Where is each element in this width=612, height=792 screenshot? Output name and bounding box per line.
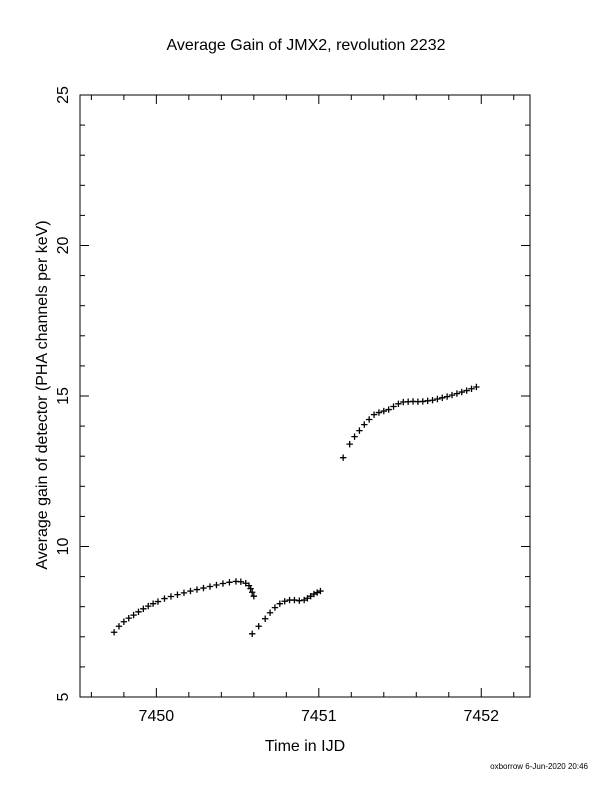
- data-point: [219, 580, 227, 587]
- data-point: [115, 623, 123, 630]
- y-tick-label: 10: [55, 538, 72, 556]
- data-point: [443, 393, 451, 400]
- data-point: [261, 615, 269, 622]
- footer-credit: oxborrow 6-Jun-2020 20:46: [490, 762, 588, 771]
- data-point: [463, 387, 470, 394]
- data-point: [434, 395, 441, 403]
- data-point: [356, 427, 363, 434]
- data-point: [193, 586, 201, 593]
- data-point: [140, 605, 147, 613]
- data-point: [255, 623, 262, 630]
- data-point: [304, 595, 311, 602]
- y-axis-label: Average gain of detector (PHA channels p…: [34, 220, 51, 570]
- data-point: [120, 618, 128, 625]
- data-point: [237, 578, 245, 585]
- data-point: [313, 589, 321, 596]
- data-point: [250, 592, 258, 600]
- data-point: [458, 388, 465, 396]
- data-point: [206, 583, 214, 590]
- data-point: [310, 590, 318, 598]
- data-point: [276, 600, 284, 607]
- y-tick-label: 5: [55, 692, 72, 701]
- data-point: [130, 611, 137, 619]
- data-point: [339, 454, 347, 461]
- data-point: [375, 409, 383, 416]
- y-tick-label: 25: [55, 86, 72, 104]
- data-point: [161, 595, 168, 602]
- x-tick-label: 7451: [301, 708, 337, 725]
- y-tick-label: 20: [55, 237, 72, 255]
- data-point: [370, 411, 378, 418]
- data-point: [187, 587, 194, 595]
- data-point: [468, 385, 475, 392]
- data-point: [380, 407, 387, 415]
- data-point: [174, 591, 181, 598]
- data-point: [453, 390, 461, 397]
- data-point: [125, 614, 132, 622]
- data-point: [307, 592, 314, 600]
- data-point: [448, 391, 456, 399]
- data-point: [390, 403, 397, 410]
- data-point: [149, 600, 157, 607]
- data-point: [135, 608, 142, 616]
- data-point: [429, 397, 436, 404]
- data-point: [351, 433, 358, 440]
- data-point: [226, 579, 233, 586]
- data-point: [247, 585, 254, 592]
- y-tick-label: 15: [55, 387, 72, 405]
- data-point: [473, 383, 480, 391]
- data-point: [346, 440, 353, 448]
- x-tick-label: 7450: [139, 708, 175, 725]
- data-point: [271, 604, 279, 611]
- data-point: [361, 421, 368, 428]
- data-point: [281, 598, 288, 605]
- data-point: [200, 584, 207, 592]
- data-point: [242, 580, 249, 587]
- data-point: [154, 598, 162, 605]
- data-point: [385, 406, 392, 413]
- data-point: [213, 581, 220, 589]
- data-point: [439, 394, 446, 402]
- chart-title: Average Gain of JMX2, revolution 2232: [166, 37, 446, 54]
- x-axis-label: Time in IJD: [264, 738, 346, 755]
- data-point: [317, 587, 324, 595]
- data-point: [249, 589, 256, 596]
- data-point: [180, 589, 188, 597]
- data-point: [266, 609, 274, 616]
- data-point: [167, 593, 175, 600]
- data-point: [395, 400, 402, 408]
- data-point: [249, 630, 256, 637]
- data-point: [110, 629, 118, 636]
- data-point: [365, 416, 373, 423]
- data-point: [300, 596, 308, 604]
- data-point: [145, 602, 152, 610]
- x-tick-label: 7452: [463, 708, 499, 725]
